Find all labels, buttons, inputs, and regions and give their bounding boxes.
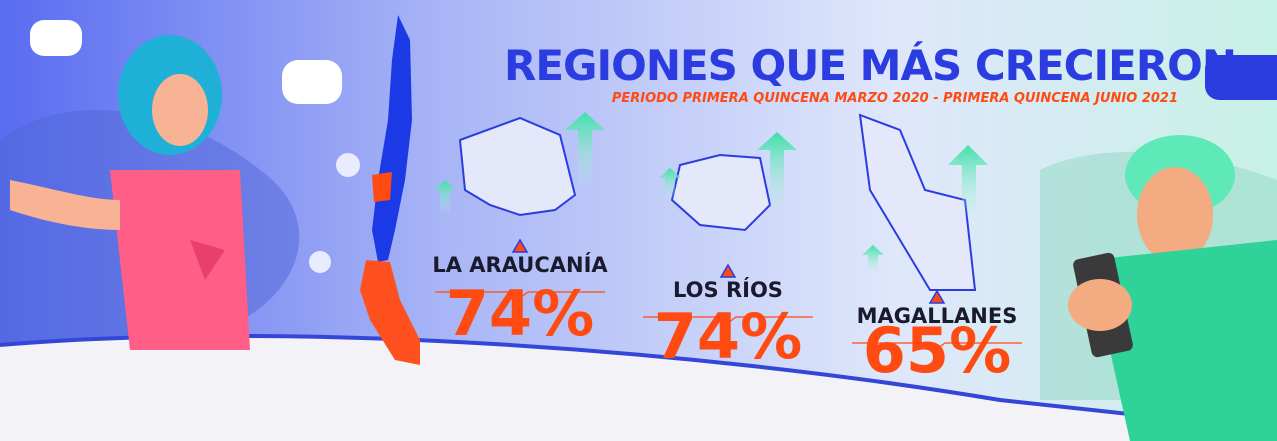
region-value: 74% (654, 300, 802, 373)
woman-illustration (10, 20, 360, 350)
divider (643, 316, 813, 324)
title: REGIONES QUE MÁS CRECIERON (504, 40, 1236, 90)
region-name: MAGALLANES (857, 304, 1018, 328)
man-illustration (1068, 135, 1277, 441)
marker (928, 289, 946, 304)
marker (719, 263, 737, 278)
divider (852, 342, 1022, 350)
region-name: LOS RÍOS (673, 277, 783, 302)
bottom-band (0, 336, 1277, 441)
divider (435, 291, 605, 299)
region-value: 74% (446, 277, 594, 350)
chile-map (360, 15, 420, 365)
subtitle: PERIODO PRIMERA QUINCENA MARZO 2020 - PR… (612, 91, 1178, 106)
region-shapes (434, 112, 988, 291)
region-value: 65% (863, 314, 1011, 387)
marker (511, 238, 529, 253)
region-name: LA ARAUCANÍA (432, 252, 608, 277)
tab (1205, 55, 1277, 100)
